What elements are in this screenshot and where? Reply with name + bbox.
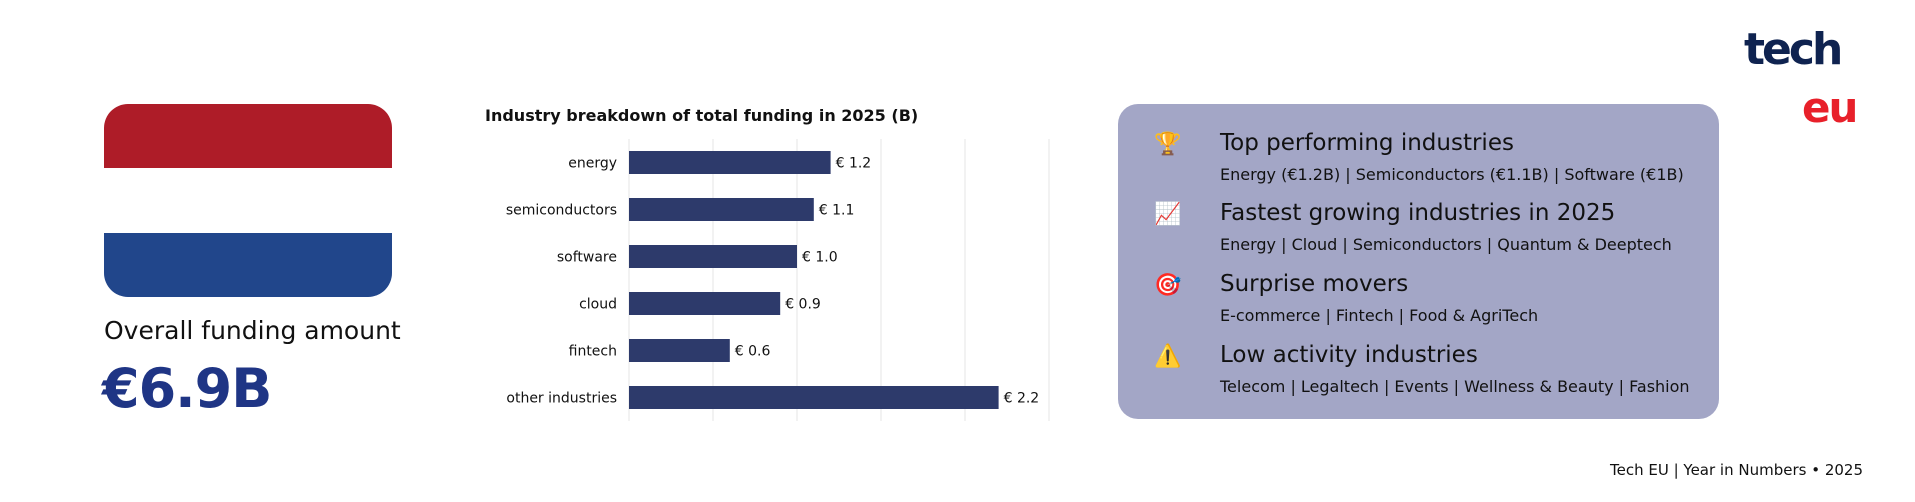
footer-text: Tech EU | Year in Numbers • 2025	[1609, 461, 1863, 479]
data-label: € 1.1	[819, 203, 855, 219]
overall-funding-value: €6.9B	[102, 357, 272, 420]
insights-panel: 🏆 Top performing industries Energy (€1.2…	[1118, 104, 1719, 419]
data-label: € 1.0	[802, 250, 838, 266]
insight-heading: Fastest growing industries in 2025	[1220, 200, 1616, 226]
insight-detail: E-commerce | Fintech | Food & AgriTech	[1220, 306, 1539, 325]
category-label: other industries	[506, 391, 617, 407]
tech-eu-logo: tech eu	[1744, 24, 1858, 132]
category-label: software	[557, 250, 617, 266]
warning-icon: ⚠️	[1154, 344, 1182, 369]
flag-red-stripe	[104, 104, 392, 169]
data-label: € 0.9	[785, 297, 821, 313]
target-icon: 🎯	[1154, 273, 1182, 298]
logo-line-eu: eu	[1802, 83, 1856, 132]
flag-white-stripe	[104, 168, 392, 233]
flag-blue-stripe	[104, 232, 392, 297]
insight-detail: Energy | Cloud | Semiconductors | Quantu…	[1220, 235, 1672, 254]
insight-heading: Low activity industries	[1220, 342, 1478, 368]
netherlands-flag	[104, 104, 392, 297]
data-label: € 1.2	[836, 156, 872, 172]
category-label: energy	[568, 156, 617, 172]
overall-funding-label: Overall funding amount	[104, 316, 401, 345]
bar-software	[629, 245, 797, 268]
data-label: € 2.2	[1004, 391, 1040, 407]
chart-increasing-icon: 📈	[1154, 202, 1182, 227]
category-label: fintech	[569, 344, 617, 360]
insight-detail: Telecom | Legaltech | Events | Wellness …	[1220, 377, 1690, 396]
chart-title: Industry breakdown of total funding in 2…	[485, 106, 918, 125]
trophy-icon: 🏆	[1154, 132, 1182, 157]
category-label: cloud	[579, 297, 617, 313]
insight-heading: Surprise movers	[1220, 271, 1409, 297]
bar-cloud	[629, 292, 781, 315]
bar-energy	[629, 151, 831, 174]
bar-fintech	[629, 339, 730, 362]
insight-detail: Energy (€1.2B) | Semiconductors (€1.1B) …	[1220, 165, 1684, 184]
insight-heading: Top performing industries	[1220, 130, 1514, 156]
bar-other-industries	[629, 386, 999, 409]
bar-semiconductors	[629, 198, 814, 221]
data-label: € 0.6	[735, 344, 771, 360]
industry-bar-chart: Industry breakdown of total funding in 2…	[485, 106, 1050, 421]
logo-line-tech: tech	[1744, 24, 1840, 75]
category-label: semiconductors	[506, 203, 617, 219]
